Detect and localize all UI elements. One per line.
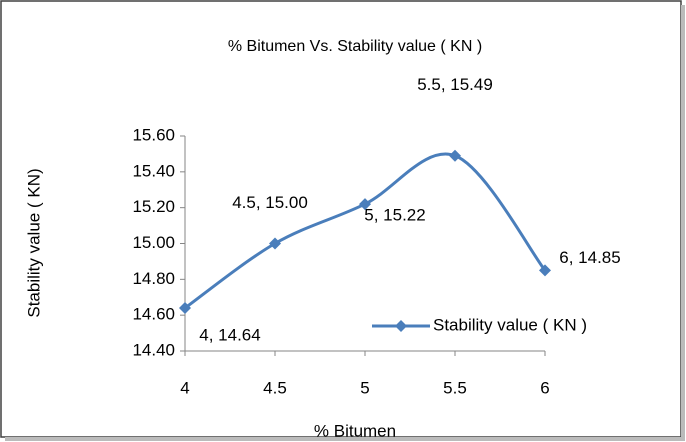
data-point xyxy=(179,302,191,314)
x-tick-label: 4.5 xyxy=(263,378,287,397)
y-tick-label: 15.20 xyxy=(132,197,175,216)
data-point xyxy=(539,264,551,277)
data-label: 4, 14.64 xyxy=(199,325,260,344)
data-label: 5, 15.22 xyxy=(364,206,425,225)
data-point xyxy=(269,237,281,250)
y-tick-label: 15.00 xyxy=(132,233,175,252)
chart-title: % Bitumen Vs. Stability value ( KN ) xyxy=(228,38,482,55)
x-tick-label: 4 xyxy=(180,378,189,397)
data-label: 4.5, 15.00 xyxy=(232,193,308,212)
y-tick-label: 14.80 xyxy=(132,269,175,288)
y-tick-label: 14.60 xyxy=(132,305,175,324)
data-point xyxy=(359,198,371,211)
series-line xyxy=(184,152,547,310)
x-tick-label: 5 xyxy=(360,378,369,397)
data-label: 6, 14.85 xyxy=(559,248,620,267)
y-tick-label: 15.60 xyxy=(132,125,175,144)
y-axis-label: Stability value ( KN) xyxy=(24,168,43,317)
y-tick-label: 14.40 xyxy=(132,340,175,359)
data-point xyxy=(449,149,461,162)
frame-shadow xyxy=(5,437,685,441)
data-label: 5.5, 15.49 xyxy=(417,75,493,94)
frame-shadow xyxy=(681,5,685,441)
x-tick-label: 6 xyxy=(540,378,549,397)
x-axis-label: % Bitumen xyxy=(314,421,396,440)
legend-label: Stability value ( KN ) xyxy=(433,315,587,334)
x-tick-label: 5.5 xyxy=(443,378,467,397)
y-tick-label: 15.40 xyxy=(132,161,175,180)
legend-marker xyxy=(395,320,407,332)
